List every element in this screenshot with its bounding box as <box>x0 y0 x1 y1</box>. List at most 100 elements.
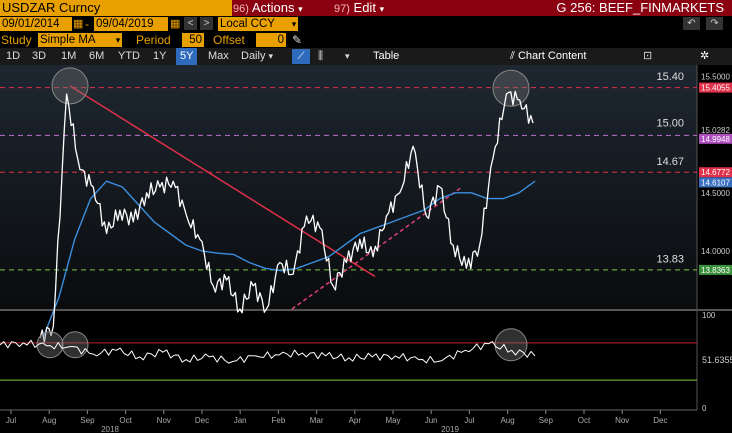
highlight-circle <box>61 331 89 359</box>
highlight-circle <box>36 331 64 359</box>
x-label: Jul <box>6 416 16 425</box>
year-label: 2019 <box>441 425 459 433</box>
osc-axis-label: 51.6355 <box>702 355 732 365</box>
x-label: Dec <box>653 416 667 425</box>
x-label: Aug <box>500 416 514 425</box>
pencil-icon[interactable]: ✎ <box>292 33 303 47</box>
axis-label: 15.4055 <box>701 84 730 93</box>
x-label: Jan <box>234 416 247 425</box>
range-1y[interactable]: 1Y <box>153 50 167 62</box>
highlight-circle <box>492 69 530 107</box>
interval-select[interactable]: Daily ▾ <box>241 48 273 65</box>
chart-content-button[interactable]: ⫽ Chart Content <box>510 48 586 65</box>
axis-label: 14.6107 <box>701 178 730 187</box>
edit-num: 97) <box>334 3 350 15</box>
range-1m[interactable]: 1M <box>61 50 77 62</box>
x-label: Feb <box>272 416 286 425</box>
edit-label: Edit <box>353 0 376 15</box>
axis-label: 15.0282 <box>701 126 730 135</box>
chevron-down-icon[interactable]: ▾ <box>114 33 122 47</box>
period-field[interactable]: 50 <box>182 33 204 47</box>
chart-content-icon: ⫽ <box>510 50 515 62</box>
axis-label: 14.6772 <box>701 168 730 177</box>
level-label: 14.67 <box>656 156 684 168</box>
offset-field[interactable]: 0 <box>256 33 286 47</box>
study-select[interactable]: Simple MA <box>38 33 116 47</box>
range-6m[interactable]: 6M <box>89 50 105 62</box>
currency-select[interactable]: Local CCY <box>218 17 292 31</box>
x-label: Oct <box>578 416 591 425</box>
x-label: Aug <box>42 416 56 425</box>
axis-label-bg <box>699 264 732 275</box>
x-label: Jul <box>464 416 474 425</box>
osc-axis-label: 100 <box>702 311 716 320</box>
chevron-down-icon: ▾ <box>298 4 303 14</box>
page-title: G 256: BEEF_FINMARKETS <box>556 0 724 15</box>
axis-label-bg <box>699 133 732 144</box>
line-chart-icon[interactable]: ⟋ <box>292 49 310 64</box>
range-ytd[interactable]: YTD <box>118 50 140 62</box>
x-label: Sep <box>539 416 554 425</box>
forward-icon[interactable]: > <box>200 17 213 30</box>
chevron-down-icon[interactable]: ▾ <box>345 51 350 61</box>
currency-value: Local CCY <box>220 18 275 30</box>
axis-label: 14.0000 <box>701 247 730 256</box>
highlight-circle <box>494 328 528 362</box>
x-label: Oct <box>119 416 132 425</box>
x-label: Apr <box>349 416 362 425</box>
redo-icon[interactable]: ↷ <box>706 17 723 30</box>
oscillator-panel-background <box>0 312 697 410</box>
start-date-field[interactable]: 09/01/2014 <box>0 17 72 31</box>
interval-value: Daily <box>241 50 266 62</box>
year-label: 2018 <box>101 425 119 433</box>
ticker-label[interactable]: USDZAR Curncy <box>0 0 232 16</box>
axis-label: 15.5000 <box>701 73 730 82</box>
back-icon[interactable]: < <box>184 17 197 30</box>
date-separator: - <box>85 17 89 31</box>
study-value: Simple MA <box>40 34 96 46</box>
x-label: Nov <box>615 416 629 425</box>
axis-label-bg <box>699 167 732 178</box>
x-label: Jun <box>425 416 438 425</box>
x-label: Dec <box>195 416 209 425</box>
edit-menu[interactable]: 97) Edit ▾ <box>334 0 384 17</box>
level-label: 13.83 <box>656 254 684 266</box>
range-3d[interactable]: 3D <box>32 50 47 62</box>
period-label: Period <box>136 33 171 47</box>
actions-menu[interactable]: 96) Actions ▾ <box>233 0 303 17</box>
axis-label-bg <box>699 177 732 188</box>
price-chart[interactable]: 15.40 15.00 14.67 13.83 15.5000 15.4055 15.02… <box>0 65 732 433</box>
oscillator-line <box>0 339 536 364</box>
actions-num: 96) <box>233 3 249 15</box>
x-label: Nov <box>157 416 171 425</box>
chevron-down-icon[interactable]: ▾ <box>290 17 298 31</box>
range-max[interactable]: Max <box>208 50 229 62</box>
axis-label: 14.9948 <box>701 135 730 144</box>
axis-label: 13.8363 <box>701 266 730 275</box>
axis-label-bg <box>699 82 732 93</box>
level-label: 15.40 <box>656 71 684 83</box>
x-label: May <box>385 416 400 425</box>
chart-content-label: Chart Content <box>517 50 587 62</box>
edit-chart-icon[interactable]: ⊡ <box>643 50 653 62</box>
main-panel-background <box>0 65 697 309</box>
axis-label: 14.5000 <box>701 189 730 198</box>
header-red-bar <box>232 0 732 16</box>
moving-average-line <box>42 180 536 339</box>
actions-label: Actions <box>251 0 295 15</box>
chevron-down-icon: ▾ <box>379 4 385 14</box>
osc-axis-label: 0 <box>702 404 707 413</box>
gear-icon[interactable]: ✲ <box>700 50 710 62</box>
end-date-field[interactable]: 09/04/2019 <box>94 17 168 31</box>
range-5y[interactable]: 5Y <box>176 48 198 65</box>
range-1d[interactable]: 1D <box>6 50 21 62</box>
table-button[interactable]: Table <box>373 50 400 62</box>
calendar-icon[interactable]: ▦ <box>73 18 84 30</box>
bar-chart-icon[interactable]: ⫼ <box>318 50 324 62</box>
undo-icon[interactable]: ↶ <box>683 17 700 30</box>
offset-label: Offset <box>213 33 245 47</box>
chart-toolbar: 1D 3D 1M 6M YTD 1Y 5Y Max Daily ▾ ⟋ ⫼ ▾ … <box>0 48 732 65</box>
header-bar: USDZAR Curncy 96) Actions ▾ 97) Edit ▾ G… <box>0 0 732 16</box>
chevron-down-icon: ▾ <box>268 51 274 61</box>
calendar-icon[interactable]: ▦ <box>170 18 181 30</box>
